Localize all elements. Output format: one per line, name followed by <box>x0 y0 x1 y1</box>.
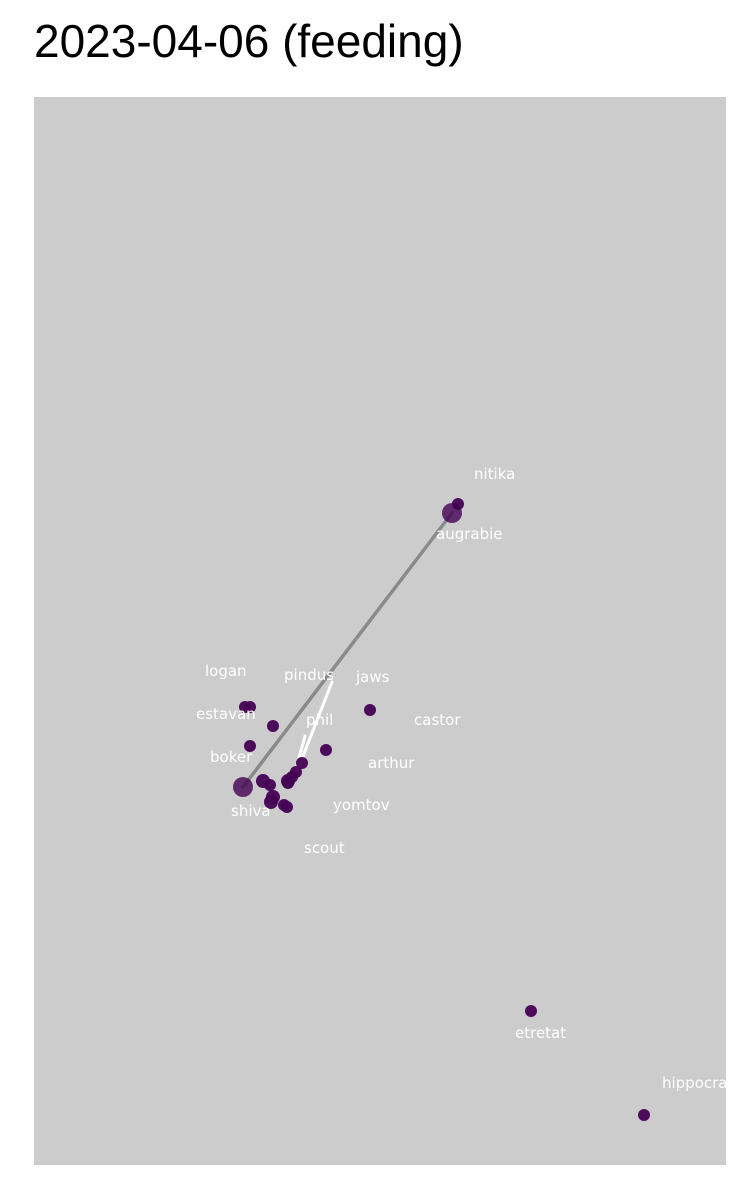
point-label-5: estavan <box>196 705 256 723</box>
point-label-0: nitika <box>474 465 515 483</box>
data-point-8 <box>233 777 253 797</box>
point-label-7: castor <box>414 711 461 729</box>
data-point-12 <box>264 795 278 809</box>
point-label-2: jaws <box>355 668 390 686</box>
point-label-9: arthur <box>368 754 415 772</box>
point-label-1: augrabie <box>436 525 503 543</box>
point-label-3: logan <box>205 662 247 680</box>
point-label-11: yomtov <box>333 796 390 814</box>
plot-panel <box>34 97 726 1165</box>
data-point-18 <box>282 777 294 789</box>
track-line-0 <box>241 511 454 789</box>
data-point-16 <box>290 766 302 778</box>
data-point-7 <box>320 744 332 756</box>
data-point-19 <box>281 801 293 813</box>
data-point-21 <box>638 1109 650 1121</box>
points-layer <box>233 498 650 1121</box>
data-point-1 <box>442 503 462 523</box>
point-label-13: etretat <box>515 1024 566 1042</box>
data-point-3 <box>244 701 256 713</box>
labels-layer: nitika augrabie jaws logan pindus estavan phil… <box>196 465 750 1092</box>
point-label-4: pindus <box>284 666 334 684</box>
chart-title: 2023-04-06 (feeding) <box>34 15 464 67</box>
point-label-8: boker <box>210 748 253 766</box>
data-point-6 <box>244 740 256 752</box>
point-label-14: hippocrates <box>662 1074 750 1092</box>
data-point-4 <box>267 720 279 732</box>
point-label-6: phil <box>306 711 333 729</box>
data-point-10 <box>264 779 276 791</box>
data-point-17 <box>296 757 308 769</box>
data-point-20 <box>525 1005 537 1017</box>
data-point-5 <box>364 704 376 716</box>
point-label-12: scout <box>304 839 345 857</box>
point-label-10: shiva <box>231 802 271 820</box>
